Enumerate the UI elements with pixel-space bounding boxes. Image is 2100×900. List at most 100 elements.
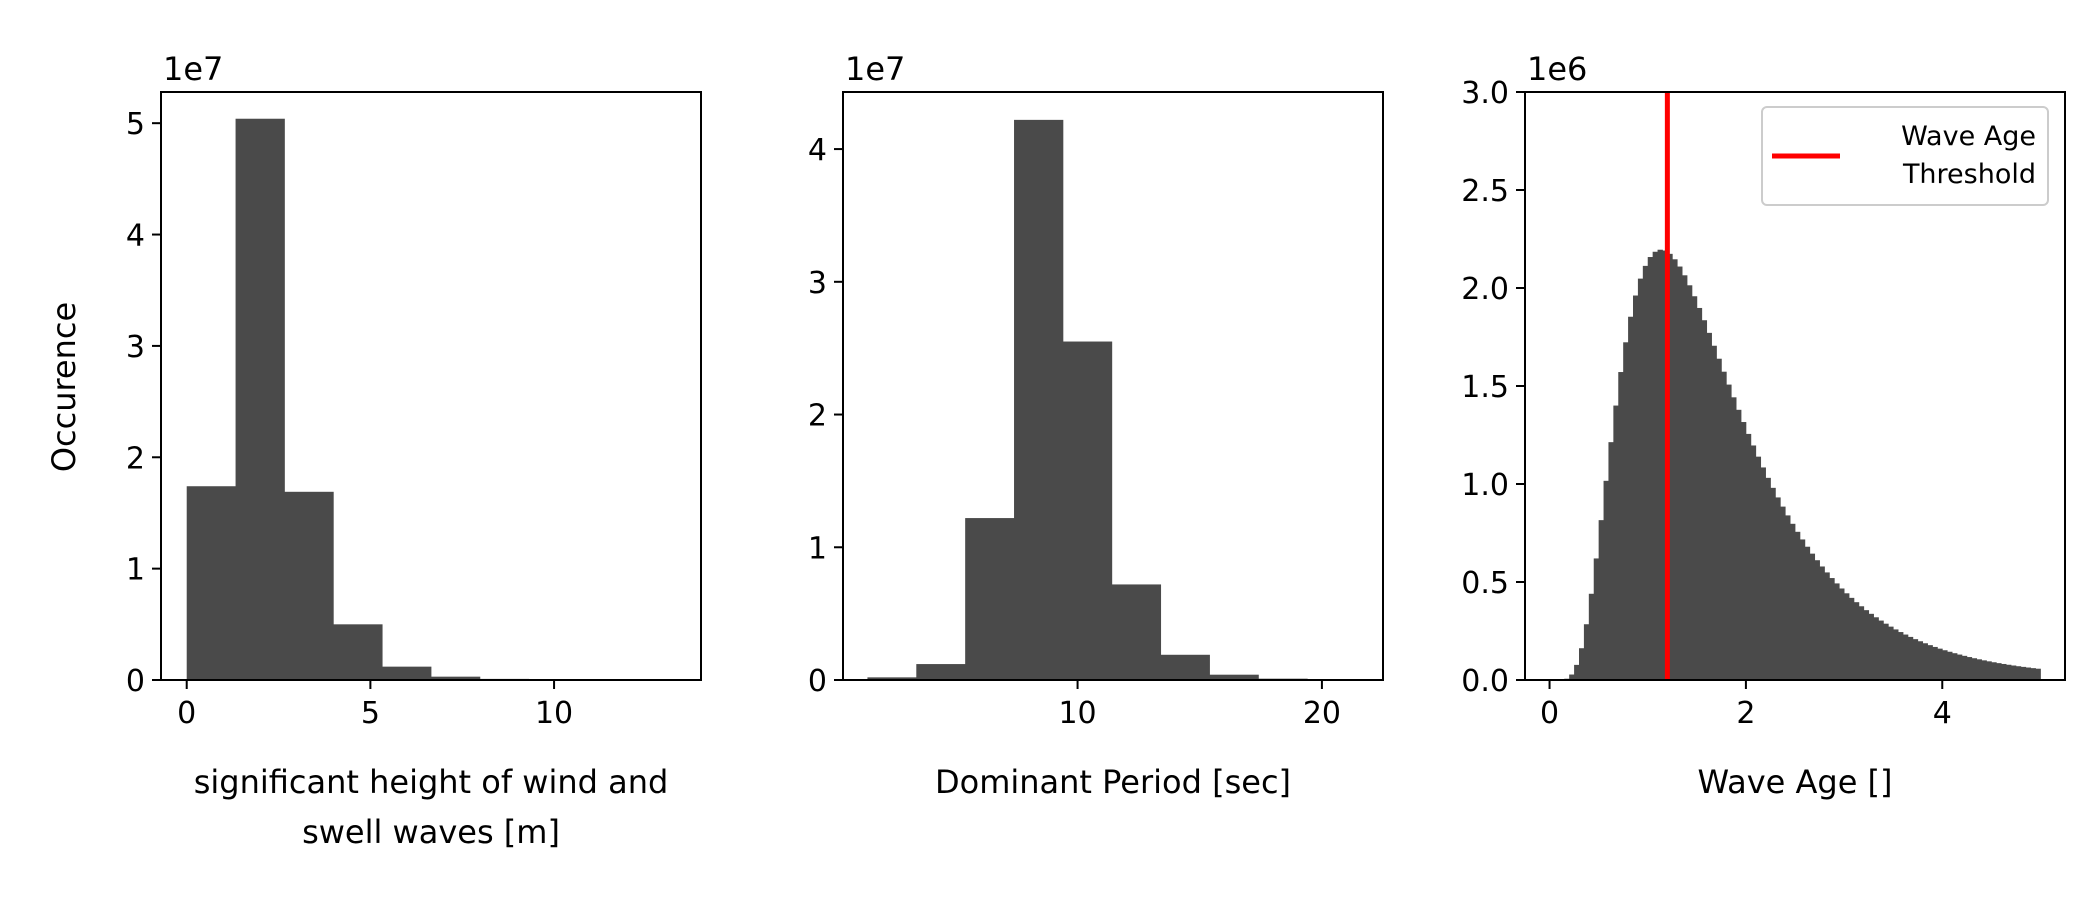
histogram-bar bbox=[1062, 341, 1113, 680]
histogram-bar bbox=[1209, 674, 1259, 680]
y-tick-label: 3.0 bbox=[1461, 76, 1509, 111]
histogram-bar bbox=[1716, 358, 1722, 680]
histogram-bar bbox=[1633, 295, 1639, 680]
y-axis-label: Occurence bbox=[45, 302, 83, 472]
x-tick-label: 4 bbox=[1933, 696, 1952, 731]
wave-height-bars bbox=[186, 118, 676, 681]
x-axis-label-line-1: significant height of wind and bbox=[194, 763, 669, 801]
y-tick-label: 2 bbox=[808, 399, 827, 434]
y-tick-label: 2.5 bbox=[1461, 174, 1509, 209]
y-tick-label: 3 bbox=[808, 266, 827, 301]
y-tick-label: 0.5 bbox=[1461, 566, 1509, 601]
histogram-bar bbox=[1814, 560, 1820, 680]
x-tick-label: 20 bbox=[1303, 696, 1341, 731]
x-tick-label: 10 bbox=[535, 696, 573, 731]
legend-label-line-2: Threshold bbox=[1902, 159, 2036, 190]
histogram-bar bbox=[1898, 632, 1904, 680]
histogram-bar bbox=[1957, 654, 1963, 680]
x-axis-label: Wave Age [] bbox=[1697, 763, 1892, 801]
histogram-bar bbox=[1824, 572, 1830, 680]
y-tick-label: 1.5 bbox=[1461, 370, 1509, 405]
histogram-bar bbox=[2001, 663, 2007, 680]
histogram-bar bbox=[1696, 307, 1703, 680]
histogram-bar bbox=[1971, 658, 1978, 680]
histogram-bar bbox=[867, 677, 917, 680]
histogram-bar bbox=[1976, 659, 1982, 680]
histogram-bar bbox=[1160, 654, 1210, 680]
histogram-bar bbox=[1014, 119, 1064, 681]
histogram-bar bbox=[2015, 666, 2022, 680]
histogram-bar bbox=[1804, 546, 1811, 680]
histogram-bar bbox=[1903, 634, 1909, 680]
histogram-bar bbox=[1588, 593, 1595, 680]
histogram-bar bbox=[1741, 422, 1747, 680]
wave-height-ticks: 0 5 10 0 1 2 3 4 5 bbox=[126, 107, 573, 731]
histogram-bar bbox=[235, 118, 285, 681]
histogram-bar bbox=[1603, 480, 1609, 680]
histogram-bar bbox=[1647, 257, 1654, 680]
histogram-bar bbox=[1834, 583, 1840, 680]
histogram-bar bbox=[1853, 602, 1860, 680]
histogram-bar bbox=[1775, 497, 1781, 680]
histogram-bar bbox=[1932, 646, 1938, 680]
y-tick-label: 0 bbox=[808, 664, 827, 699]
y-tick-label: 4 bbox=[808, 133, 827, 168]
histogram-bar bbox=[1672, 259, 1678, 680]
histogram-bar bbox=[1111, 584, 1162, 680]
histogram-bar bbox=[1858, 606, 1865, 680]
histogram-bar bbox=[1598, 520, 1604, 680]
offset-label: 1e6 bbox=[1527, 50, 1587, 88]
histogram-bar bbox=[1907, 636, 1914, 680]
wave-age-bars bbox=[1559, 249, 2041, 680]
offset-label: 1e7 bbox=[163, 50, 223, 88]
histogram-bar bbox=[1755, 456, 1762, 680]
panel-dominant-period: 10 20 0 1 2 3 4 1e7 Dominant Period [sec] bbox=[808, 50, 1384, 801]
x-tick-label: 2 bbox=[1736, 696, 1755, 731]
histogram-bar bbox=[1785, 515, 1791, 680]
y-tick-label: 2.0 bbox=[1461, 272, 1509, 307]
legend: Wave Age Threshold bbox=[1761, 106, 2049, 206]
histogram-bar bbox=[284, 491, 334, 680]
histogram-bar bbox=[1844, 593, 1850, 680]
histogram-bar bbox=[1922, 643, 1928, 680]
wave-age-ticks: 0 2 4 0.0 0.5 1.0 1.5 2.0 2.5 3.0 bbox=[1461, 76, 1952, 731]
histogram-bar bbox=[1986, 661, 1992, 680]
histogram-bar bbox=[1770, 487, 1776, 680]
histogram-bar bbox=[1863, 610, 1870, 680]
offset-label: 1e7 bbox=[845, 50, 905, 88]
y-tick-label: 0.0 bbox=[1461, 664, 1509, 699]
histogram-bar bbox=[1711, 345, 1717, 680]
legend-label-line-1: Wave Age bbox=[1901, 121, 2036, 152]
histogram-bar bbox=[1642, 265, 1649, 680]
histogram-bar bbox=[1996, 663, 2002, 680]
histogram-bar bbox=[1608, 442, 1614, 680]
histogram-bar bbox=[1799, 539, 1806, 680]
histogram-bar bbox=[1961, 655, 1968, 680]
histogram-bar bbox=[1809, 553, 1816, 680]
histogram-bar bbox=[1691, 296, 1698, 680]
y-tick-label: 5 bbox=[126, 107, 145, 142]
histogram-bar bbox=[2006, 664, 2012, 680]
histogram-bar bbox=[1888, 626, 1894, 680]
histogram-bar bbox=[2011, 665, 2017, 680]
histogram-bar bbox=[1736, 409, 1742, 680]
histogram-bar bbox=[1628, 316, 1634, 680]
histogram-bar bbox=[1868, 613, 1874, 680]
histogram-bar bbox=[1819, 566, 1825, 680]
histogram-bar bbox=[2020, 666, 2027, 680]
histogram-bar bbox=[1657, 249, 1663, 680]
y-tick-label: 2 bbox=[126, 441, 145, 476]
histogram-bar bbox=[2025, 667, 2032, 680]
histogram-bar bbox=[1745, 433, 1752, 680]
histogram-bar bbox=[1579, 648, 1585, 680]
histogram-bar bbox=[1893, 629, 1899, 680]
histogram-bar bbox=[1942, 650, 1948, 680]
histogram-bar bbox=[1726, 384, 1732, 680]
histogram-bar bbox=[1652, 251, 1658, 680]
histogram-bar bbox=[1839, 588, 1845, 680]
histogram-bar bbox=[1682, 275, 1688, 680]
histogram-bar bbox=[1613, 405, 1619, 680]
histogram-bar bbox=[1731, 397, 1737, 680]
y-tick-label: 1 bbox=[808, 531, 827, 566]
